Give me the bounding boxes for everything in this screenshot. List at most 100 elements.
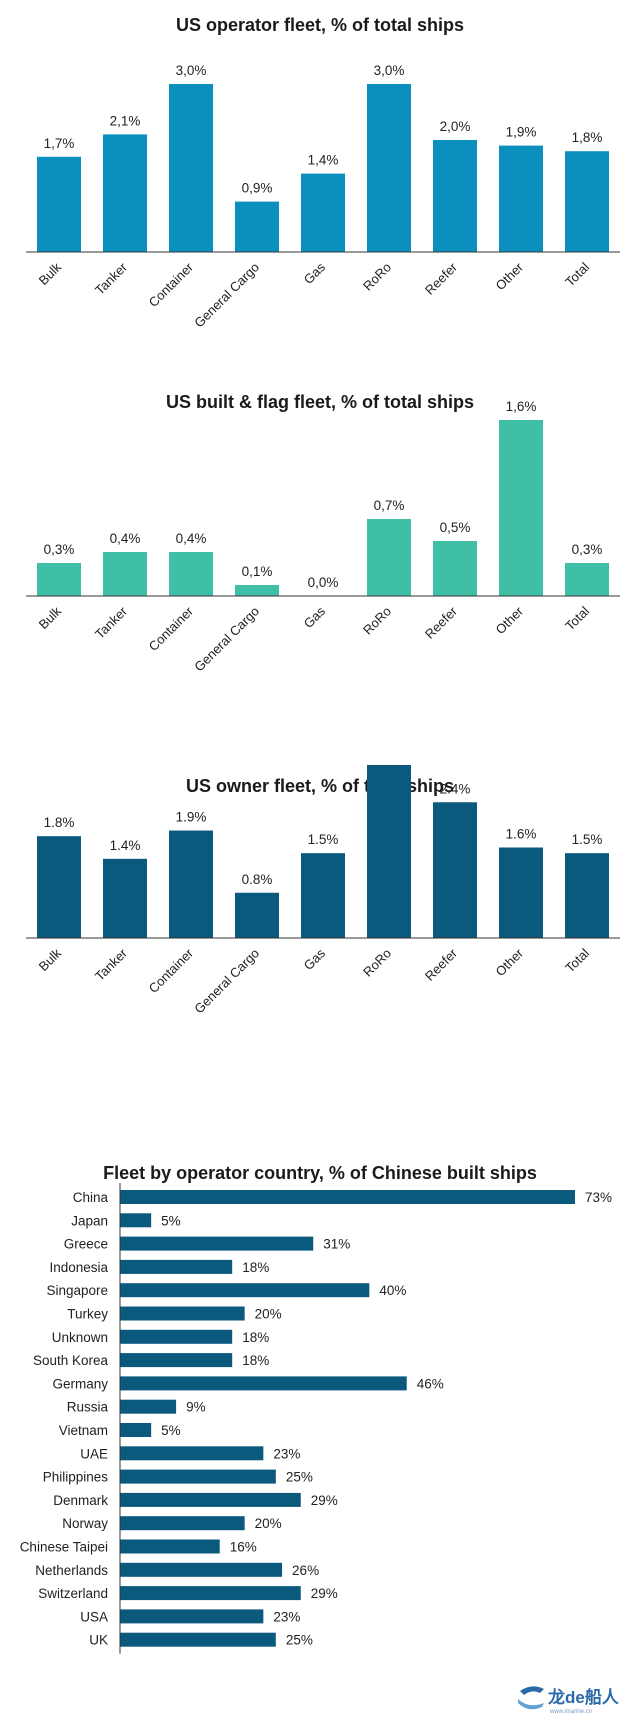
data-label: 1,4%: [308, 153, 339, 168]
bar: [235, 892, 279, 938]
bar: [103, 552, 147, 596]
bar: [120, 1353, 233, 1368]
bar: [367, 519, 411, 596]
category-label: Bulk: [36, 603, 65, 632]
chart-us-owner-fleet: US owner fleet, % of total ships 1.8% Bul…: [0, 765, 640, 1135]
data-label: 25%: [286, 1633, 313, 1648]
data-label: 1,7%: [44, 136, 75, 151]
data-label: 2,1%: [110, 113, 141, 128]
bar: [433, 802, 477, 938]
logo-swoosh-icon: [520, 1686, 544, 1695]
data-label: 3,0%: [374, 63, 405, 78]
data-label: 1.5%: [308, 832, 339, 847]
data-label: 1.4%: [110, 838, 141, 853]
category-label: Other: [493, 259, 527, 293]
chart-title: US operator fleet, % of total ships: [176, 15, 464, 35]
bar: [120, 1586, 301, 1601]
bar: [120, 1516, 245, 1531]
data-label: 29%: [311, 1586, 338, 1601]
category-label: Germany: [52, 1376, 108, 1391]
chart-svg: Fleet by operator country, % of Chinese …: [20, 1163, 612, 1654]
category-label: Gas: [301, 603, 329, 631]
category-label: Turkey: [67, 1307, 108, 1322]
chart-title: US owner fleet, % of total ships: [186, 776, 454, 796]
bar: [120, 1423, 152, 1437]
data-label: 29%: [311, 1493, 338, 1508]
data-label: 0,7%: [374, 498, 405, 513]
data-label: 1.5%: [572, 832, 603, 847]
category-label: Tanker: [92, 603, 131, 642]
bar: [235, 201, 279, 252]
data-label: 0,5%: [440, 520, 471, 535]
data-label: 18%: [242, 1260, 269, 1275]
category-label: Switzerland: [38, 1586, 108, 1601]
category-label: South Korea: [33, 1353, 109, 1368]
data-label: 18%: [242, 1353, 269, 1368]
data-label: 0,3%: [572, 542, 603, 557]
category-label: UAE: [80, 1446, 108, 1461]
category-label: Reefer: [422, 259, 461, 298]
bar: [367, 84, 411, 252]
data-label: 3,0%: [176, 63, 207, 78]
bar: [301, 173, 345, 252]
bar: [169, 84, 213, 252]
category-label: Singapore: [46, 1283, 108, 1298]
category-label: RoRo: [360, 946, 394, 980]
data-label: 2,0%: [440, 119, 471, 134]
data-label: 18%: [242, 1330, 269, 1345]
category-label: Greece: [64, 1237, 108, 1252]
data-label: 1.9%: [176, 810, 207, 825]
category-label: RoRo: [360, 604, 394, 638]
bar: [499, 420, 543, 596]
bar: [235, 585, 279, 596]
bar: [120, 1562, 283, 1577]
bar: [120, 1190, 575, 1204]
category-label: Norway: [62, 1516, 108, 1531]
data-label: 20%: [255, 1516, 282, 1531]
bar: [120, 1609, 264, 1624]
data-label: 26%: [292, 1563, 319, 1578]
category-label: Gas: [301, 259, 329, 287]
category-label: Container: [146, 945, 197, 996]
category-label: Other: [493, 603, 527, 637]
data-label: 40%: [379, 1283, 406, 1298]
category-label: Unknown: [52, 1330, 108, 1345]
data-label: 1.8%: [44, 815, 75, 830]
bar: [169, 552, 213, 596]
data-label: 0,9%: [242, 181, 273, 196]
category-label: Vietnam: [59, 1423, 108, 1438]
bar: [367, 765, 411, 938]
category-label: Total: [562, 259, 592, 289]
bar: [120, 1376, 407, 1391]
data-label: 25%: [286, 1470, 313, 1485]
bar: [565, 853, 609, 938]
chart-svg: US operator fleet, % of total ships 1,7%…: [26, 15, 620, 330]
watermark-logo: 龙de船人 www.imarine.cn: [518, 1686, 620, 1715]
bar: [37, 156, 81, 252]
category-label: Reefer: [422, 945, 461, 984]
category-label: China: [73, 1190, 109, 1205]
logo-wave-icon: [518, 1699, 544, 1710]
category-label: Russia: [67, 1400, 109, 1415]
bar: [120, 1632, 276, 1647]
data-label: 0,4%: [110, 531, 141, 546]
bar: [120, 1492, 301, 1507]
bar: [169, 830, 213, 938]
category-label: Total: [562, 945, 592, 975]
chart-us-built-flag-fleet: US built & flag fleet, % of total ships …: [0, 380, 640, 725]
data-label: 1,9%: [506, 125, 537, 140]
bar: [565, 563, 609, 596]
bar: [565, 151, 609, 252]
category-label: Japan: [71, 1213, 108, 1228]
bar: [120, 1446, 264, 1461]
data-label: 5%: [161, 1423, 181, 1438]
bar: [433, 140, 477, 252]
data-label: 1,8%: [572, 130, 603, 145]
chart-title: US built & flag fleet, % of total ships: [166, 392, 474, 412]
data-label: 31%: [323, 1237, 350, 1252]
category-label: Total: [562, 603, 592, 633]
category-label: Philippines: [43, 1470, 109, 1485]
data-label: 20%: [255, 1307, 282, 1322]
category-label: General Cargo: [191, 604, 262, 675]
bar: [37, 836, 81, 938]
